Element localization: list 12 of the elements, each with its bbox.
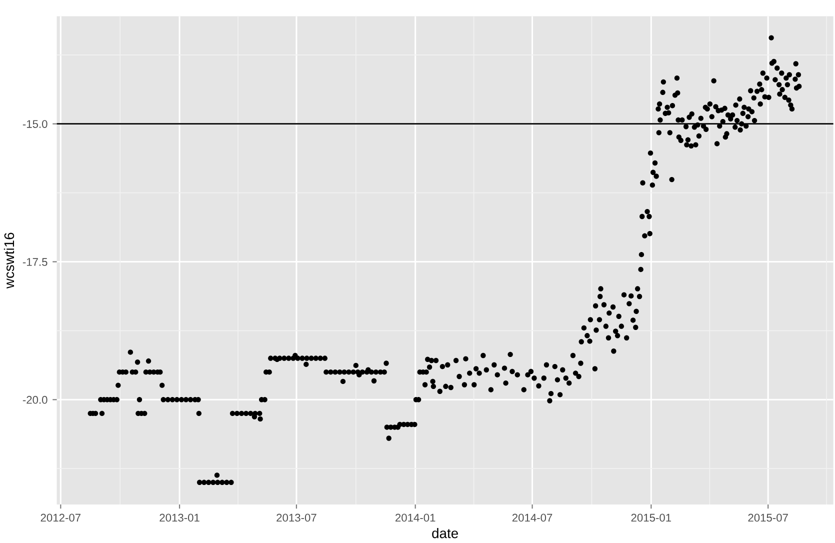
x-tick-label: 2013-01 <box>160 514 200 522</box>
y-tick-label: -20.0 <box>22 396 48 404</box>
y-axis-title: wcswti16 <box>4 232 14 289</box>
y-tick-label: -15.0 <box>22 120 48 128</box>
x-axis-title: date <box>432 528 458 538</box>
x-tick-label: 2012-07 <box>40 514 80 522</box>
x-tick-label: 2014-07 <box>512 514 552 522</box>
x-tick-label: 2015-07 <box>748 514 788 522</box>
x-tick-label: 2013-07 <box>276 514 316 522</box>
x-tick-label: 2015-01 <box>631 514 671 522</box>
x-tick-label: 2014-01 <box>396 514 436 522</box>
y-tick-label: -17.5 <box>22 258 48 266</box>
